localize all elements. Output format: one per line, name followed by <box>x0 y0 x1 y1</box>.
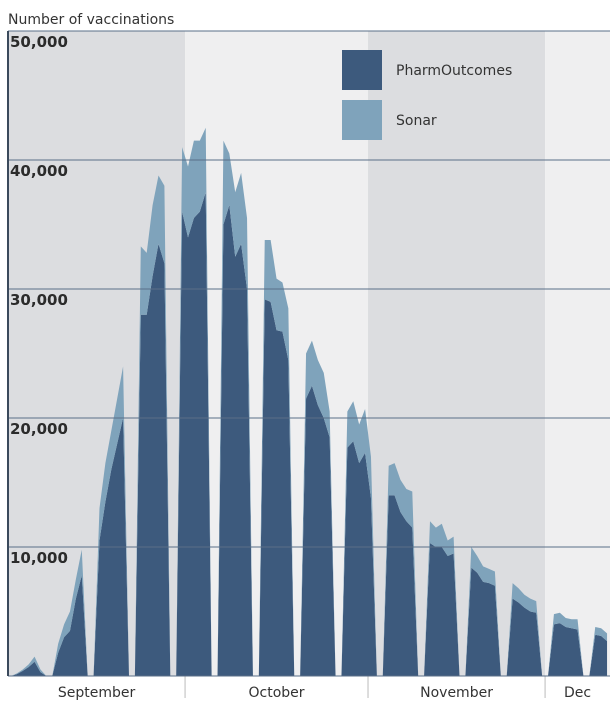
y-tick-label: 50,000 <box>10 33 68 51</box>
y-tick-label: 10,000 <box>10 549 68 567</box>
x-tick-label: September <box>58 685 136 701</box>
legend-swatch <box>342 50 382 90</box>
area <box>10 127 608 676</box>
legend-swatch <box>342 100 382 140</box>
x-tick-label: October <box>249 685 305 701</box>
y-tick-label: 20,000 <box>10 420 68 438</box>
y-tick-label: 30,000 <box>10 291 68 309</box>
month-band <box>545 31 610 676</box>
legend-label: PharmOutcomes <box>396 63 512 79</box>
y-tick-label: 40,000 <box>10 162 68 180</box>
legend-label: Sonar <box>396 113 437 129</box>
y-axis-label: Number of vaccinations <box>8 12 174 28</box>
x-tick-label: November <box>420 685 493 701</box>
area <box>10 192 608 676</box>
x-tick-label: Dec <box>564 685 591 701</box>
